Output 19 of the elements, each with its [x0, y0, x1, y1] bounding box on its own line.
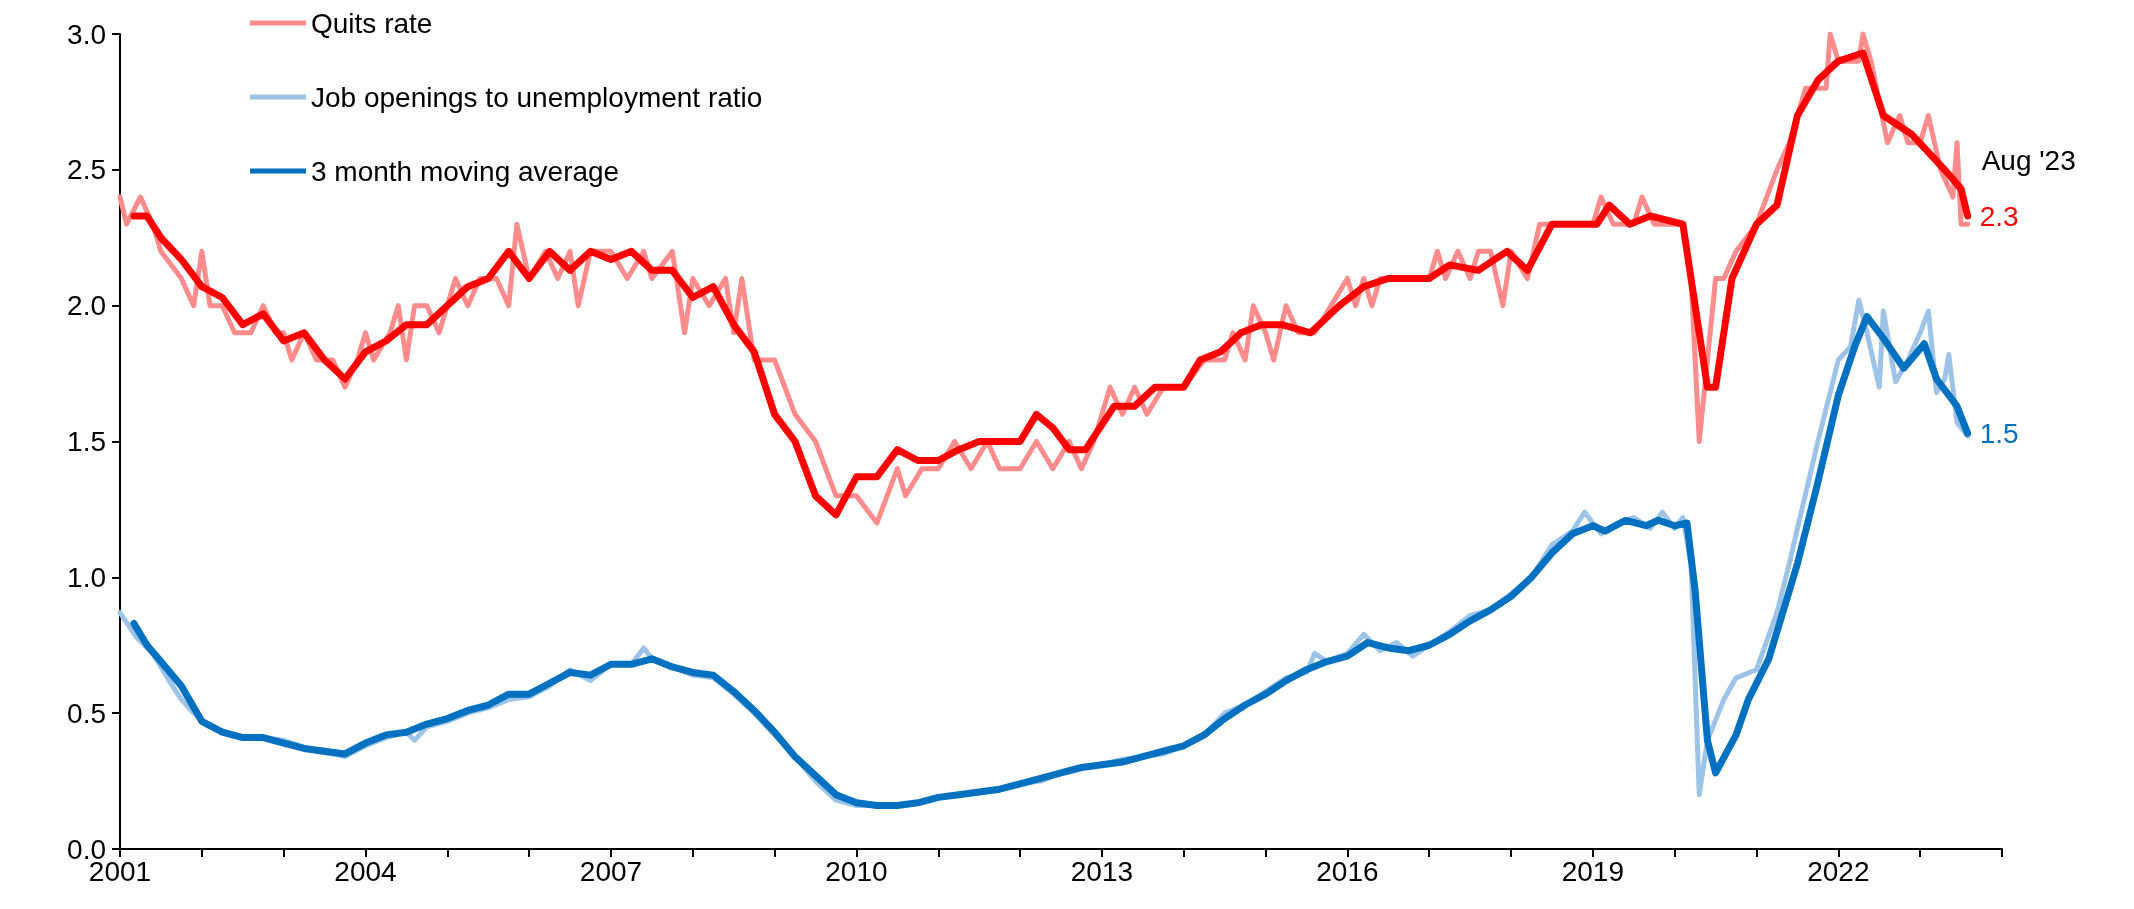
y-tick-label: 1.5: [67, 426, 106, 457]
legend-label: Job openings to unemployment ratio: [311, 81, 763, 113]
x-tick-label: 2016: [1316, 855, 1379, 887]
legend-label: Quits rate: [311, 7, 433, 39]
annotation: Aug '23: [1981, 144, 2076, 176]
x-tick-label: 2019: [1561, 855, 1625, 887]
x-tick-label: 2022: [1807, 855, 1870, 887]
x-tick-label: 2004: [334, 855, 397, 887]
x-tick-label: 2013: [1070, 855, 1134, 887]
data-label: 1.5: [1979, 417, 2019, 449]
y-tick-label: 1.0: [67, 561, 106, 593]
y-tick-label: 2.5: [67, 154, 106, 186]
legend-label: 3 month moving average: [311, 155, 620, 187]
data-label: 2.3: [1979, 200, 2019, 232]
y-tick-label: 3.0: [67, 18, 106, 50]
x-tick-label: 2007: [579, 855, 643, 887]
y-tick-label: 2.0: [67, 290, 106, 322]
y-tick-label: 0.5: [67, 697, 106, 729]
x-tick-label: 2010: [825, 855, 888, 887]
